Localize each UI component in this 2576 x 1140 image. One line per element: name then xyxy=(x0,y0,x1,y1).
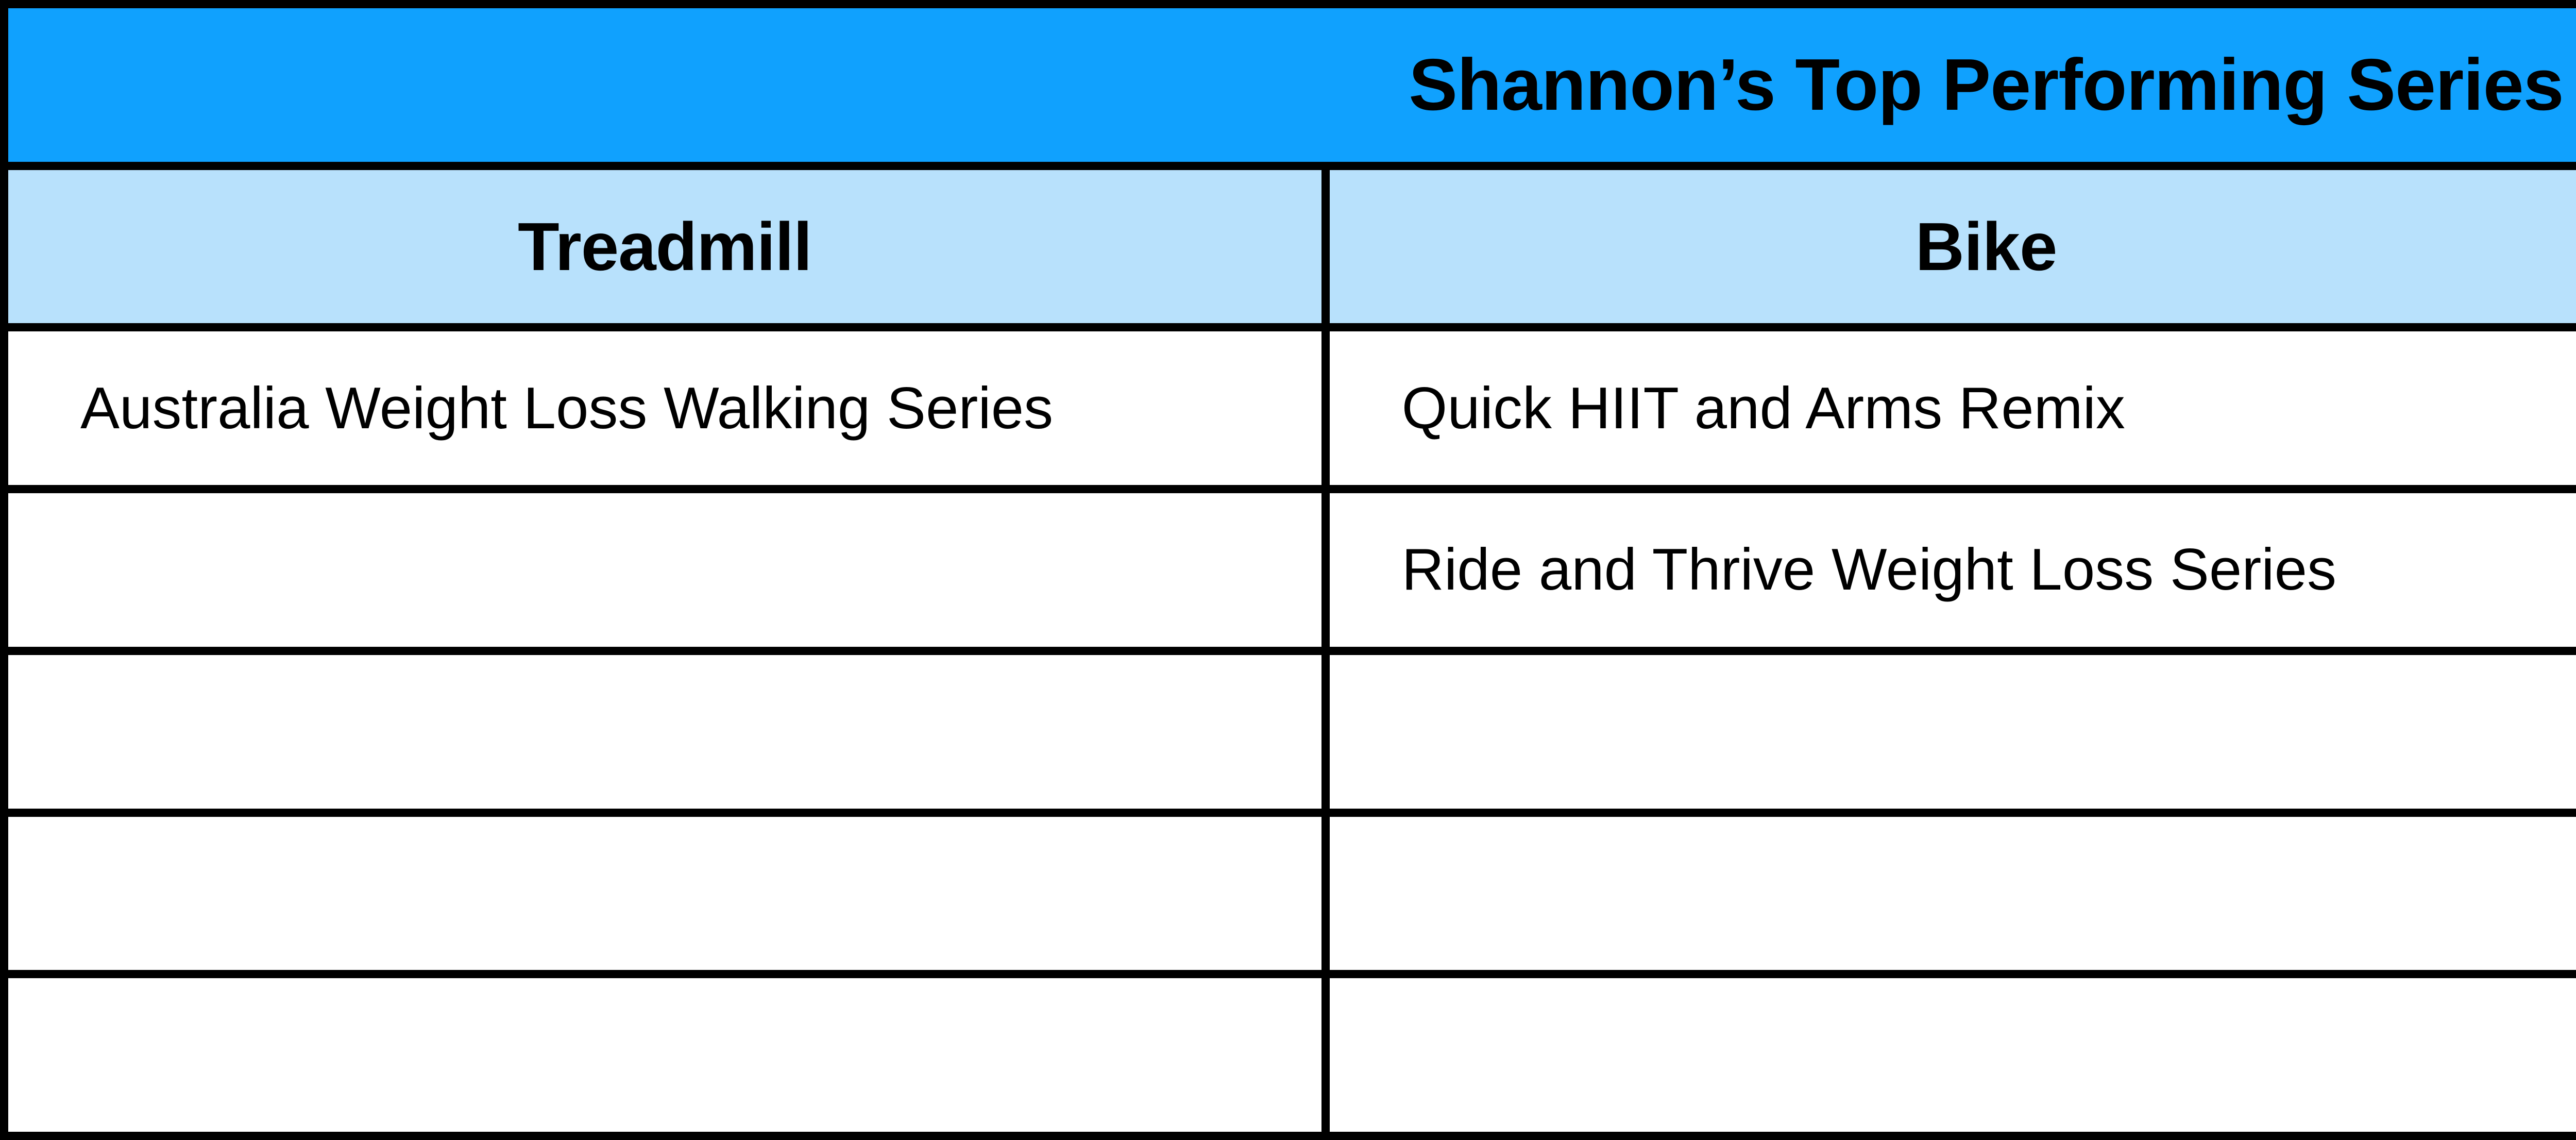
cell-bike-row-1: Quick HIIT and Arms Remix xyxy=(1329,331,2576,485)
cell-bike-row-5 xyxy=(1329,978,2576,1132)
column-header-treadmill: Treadmill xyxy=(8,170,1321,324)
cell-treadmill-row-5 xyxy=(8,978,1321,1132)
table-title: Shannon’s Top Performing Series xyxy=(8,8,2576,162)
cell-bike-row-3 xyxy=(1329,655,2576,809)
cell-treadmill-row-1: Australia Weight Loss Walking Series xyxy=(8,331,1321,485)
column-header-bike: Bike xyxy=(1329,170,2576,324)
cell-treadmill-row-4 xyxy=(8,816,1321,970)
cell-treadmill-row-3 xyxy=(8,655,1321,809)
cell-bike-row-2: Ride and Thrive Weight Loss Series xyxy=(1329,493,2576,647)
cell-bike-row-4 xyxy=(1329,816,2576,970)
cell-treadmill-row-2 xyxy=(8,493,1321,647)
